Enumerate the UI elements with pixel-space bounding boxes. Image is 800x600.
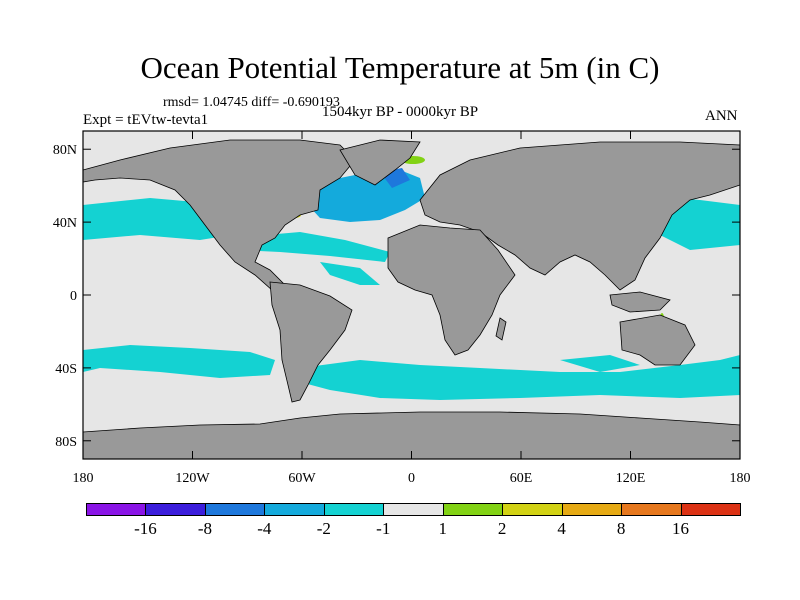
colorbar-box — [442, 503, 504, 516]
land-indonesia — [609, 291, 671, 313]
colorbar-box — [680, 503, 741, 516]
lon-tick-label: 120W — [175, 471, 210, 486]
colorbar-box — [204, 503, 266, 516]
lat-tick-label: 40S — [55, 362, 77, 377]
colorbar-label: -1 — [376, 519, 391, 538]
land-masses — [82, 139, 741, 460]
anomaly-south-indian — [560, 355, 640, 372]
land-eurasia — [419, 141, 741, 291]
anomaly-south-atlantic-band — [320, 262, 380, 285]
colorbar-label: -8 — [197, 519, 212, 538]
axis-ticks: 80N 40N 0 40S 80S 180 120W 60W 0 60E 120E 180 — [53, 131, 751, 486]
land-africa — [387, 224, 516, 356]
season-label: ANN — [705, 108, 738, 124]
colorbar-label: -4 — [257, 519, 272, 538]
period-label: 1504kyr BP - 0000kyr BP — [322, 104, 479, 120]
land-madagascar — [495, 317, 507, 341]
colorbar-label: 4 — [557, 519, 566, 538]
land-north-america — [82, 139, 356, 291]
stats-line: rmsd= 1.04745 diff= -0.690193 — [163, 95, 340, 110]
colorbar-box — [86, 503, 147, 516]
lat-tick-label: 80S — [55, 435, 77, 450]
colorbar-box — [561, 503, 623, 516]
lon-tick-label: 0 — [408, 471, 415, 486]
lat-tick-label: 40N — [53, 216, 77, 231]
lon-tick-label: 180 — [73, 471, 94, 486]
colorbar-box — [145, 503, 206, 516]
colorbar-label: 8 — [616, 519, 626, 538]
lat-tick-label: 80N — [53, 143, 77, 158]
lon-tick-label: 60E — [510, 471, 533, 486]
colorbar-label: 2 — [497, 519, 507, 538]
anomaly-southern-ocean-pacific — [83, 345, 275, 378]
lon-tick-label: 60W — [288, 471, 316, 486]
land-australia — [619, 314, 696, 366]
colorbar-label: -2 — [316, 519, 331, 538]
colorbar-label: 1 — [438, 519, 447, 538]
lon-tick-label: 120E — [616, 471, 646, 486]
colorbar-label: -16 — [134, 519, 157, 538]
experiment-label: Expt = tEVtw-tevta1 — [83, 112, 209, 128]
plot-title: Ocean Potential Temperature at 5m (in C) — [140, 50, 660, 85]
colorbar-box — [502, 503, 563, 516]
lat-tick-label: 0 — [70, 289, 77, 304]
colorbar-label: 16 — [672, 519, 690, 538]
lon-tick-label: 180 — [730, 471, 751, 486]
land-greenland — [339, 139, 421, 186]
colorbar-box — [621, 503, 682, 516]
land-south-america — [269, 281, 353, 403]
colorbar-box — [383, 503, 444, 516]
colorbar-box — [264, 503, 325, 516]
anomaly-southern-ocean-atlantic — [300, 355, 740, 400]
colorbar-box — [323, 503, 385, 516]
